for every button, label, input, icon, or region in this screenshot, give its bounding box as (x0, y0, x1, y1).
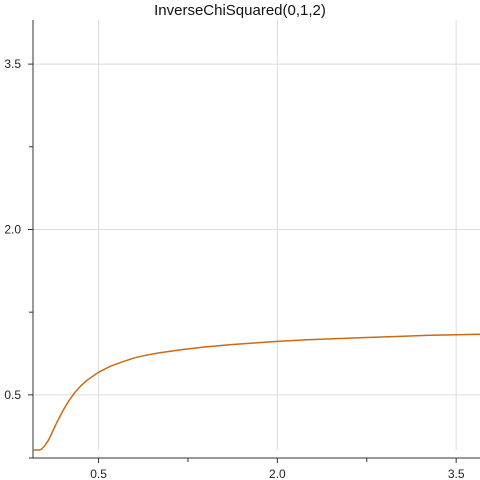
chart-title: InverseChiSquared(0,1,2) (154, 2, 326, 19)
y-tick-label-2: 3.5 (4, 57, 21, 71)
y-tick-label-1: 2.0 (4, 222, 21, 236)
x-tick-label-1: 2.0 (269, 467, 286, 480)
axes (28, 20, 480, 463)
y-tick-label-0: 0.5 (4, 388, 21, 402)
series-line-0 (33, 333, 480, 451)
x-tick-label-0: 0.5 (90, 467, 107, 480)
grid-lines (33, 20, 480, 450)
series-layer (33, 333, 480, 451)
x-tick-label-2: 3.5 (448, 467, 465, 480)
tick-labels: 0.5 2.0 3.5 0.5 2.0 3.5 (4, 57, 465, 480)
